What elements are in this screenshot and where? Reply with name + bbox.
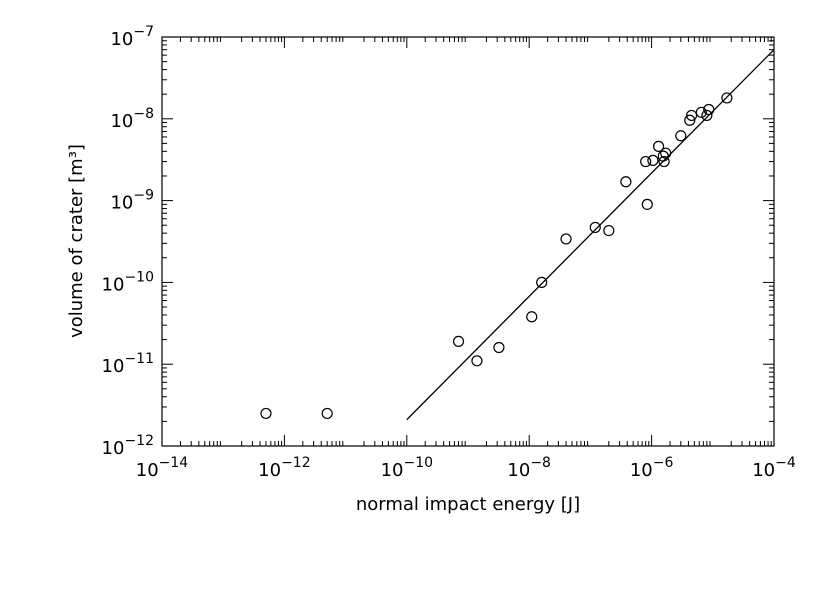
data-point: [660, 147, 672, 159]
data-point: [260, 407, 272, 420]
x-tick-label: 10−8: [507, 455, 551, 481]
data-point: [526, 311, 538, 323]
fit-line: [406, 49, 775, 421]
data-point: [471, 355, 483, 367]
y-axis-label: volume of crater [m³]: [66, 144, 87, 338]
data-point: [684, 114, 696, 126]
data-point: [675, 130, 687, 142]
y-tick-label: 10−10: [102, 269, 154, 295]
x-tick-label: 10−14: [136, 455, 189, 481]
y-tick-label: 10−8: [110, 106, 154, 132]
data-point: [603, 224, 615, 237]
data-point: [703, 103, 715, 116]
data-point: [560, 233, 572, 245]
data-point: [321, 407, 333, 420]
ticks-layer: 10−14 10−12 10−10 10−8 10−6 10−410−1210−1110−…: [102, 24, 796, 481]
x-tick-label: 10−10: [381, 455, 433, 481]
data-point: [641, 198, 653, 210]
x-tick-label: 10−6: [630, 455, 674, 481]
points-layer: [260, 92, 733, 420]
data-point: [701, 109, 713, 122]
data-point: [452, 335, 465, 347]
y-tick-label: 10−9: [110, 188, 154, 214]
data-point: [652, 140, 665, 152]
data-point: [536, 276, 548, 288]
x-tick-label: 10−4: [752, 455, 796, 481]
y-tick-label: 10−7: [110, 24, 154, 50]
x-axis-label: normal impact energy [J]: [356, 494, 580, 515]
data-point: [695, 106, 707, 118]
data-point: [721, 92, 733, 104]
x-tick-label: 10−12: [258, 455, 310, 481]
y-tick-label: 10−11: [102, 351, 154, 377]
data-point: [620, 176, 632, 188]
data-point: [640, 155, 652, 168]
data-point: [647, 154, 659, 167]
data-point: [658, 155, 670, 168]
data-point: [657, 150, 669, 162]
data-point: [685, 109, 698, 122]
data-point: [589, 221, 601, 234]
y-tick-label: 10−12: [102, 433, 154, 459]
fit-line-layer: [406, 49, 775, 421]
data-point: [493, 341, 505, 354]
plot-frame: [161, 36, 775, 447]
